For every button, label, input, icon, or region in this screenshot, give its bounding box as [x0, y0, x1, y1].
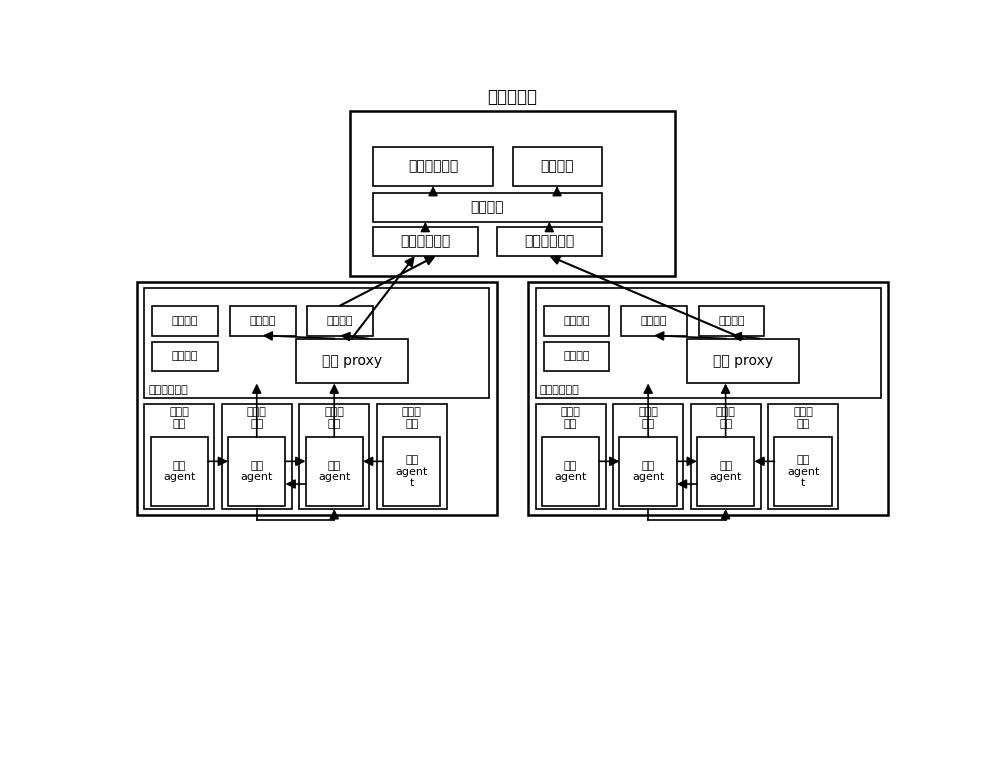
Bar	[619, 437, 677, 506]
Bar	[512, 147, 602, 186]
Text: 自动发现: 自动发现	[563, 315, 590, 326]
Bar	[152, 305, 218, 336]
Text: 监控
agent: 监控 agent	[318, 461, 350, 483]
Bar	[152, 342, 218, 371]
Text: 报警提示: 报警提示	[540, 159, 574, 173]
Bar	[774, 437, 832, 506]
Text: 监控
agent: 监控 agent	[241, 461, 273, 483]
Text: 被动拉取: 被动拉取	[718, 315, 745, 326]
Text: 监控 proxy: 监控 proxy	[713, 354, 773, 368]
Text: 监控代理节点: 监控代理节点	[540, 385, 579, 395]
Text: 主监控
节点: 主监控 节点	[247, 407, 267, 429]
Bar	[222, 404, 292, 509]
Bar	[144, 287, 489, 399]
Text: 监控
agent: 监控 agent	[163, 461, 195, 483]
Bar	[697, 437, 754, 506]
Bar	[544, 305, 609, 336]
Text: 监控信息展示: 监控信息展示	[408, 159, 458, 173]
Bar	[296, 339, 408, 383]
Bar	[497, 227, 602, 256]
Bar	[698, 305, 764, 336]
Bar	[373, 147, 493, 186]
Bar	[613, 404, 683, 509]
Text: 自动发现: 自动发现	[172, 315, 198, 326]
Bar	[228, 437, 285, 506]
Text: 主监控
节点: 主监控 节点	[716, 407, 736, 429]
Bar	[536, 287, 881, 399]
Bar	[373, 193, 602, 222]
Text: 监控
agent: 监控 agent	[554, 461, 587, 483]
Bar	[687, 339, 799, 383]
Bar	[377, 404, 447, 509]
Text: 监控信息汇总: 监控信息汇总	[400, 235, 450, 249]
Text: 主动推送: 主动推送	[249, 315, 276, 326]
Bar	[137, 282, 497, 515]
Text: 子监控
节点: 子监控 节点	[402, 407, 422, 429]
Text: 监控 proxy: 监控 proxy	[322, 354, 382, 368]
Bar	[306, 437, 363, 506]
Bar	[299, 404, 369, 509]
Bar	[528, 282, 888, 515]
Bar	[230, 305, 296, 336]
Text: 监控
agent: 监控 agent	[632, 461, 664, 483]
Text: 分布式集群: 分布式集群	[689, 287, 727, 301]
Bar	[621, 305, 687, 336]
Bar	[691, 404, 761, 509]
Bar	[536, 404, 606, 509]
Text: 节点信息注册: 节点信息注册	[524, 235, 574, 249]
Text: 主监控
节点: 主监控 节点	[638, 407, 658, 429]
Bar	[373, 227, 478, 256]
Text: 事件处理: 事件处理	[563, 351, 590, 361]
Bar	[542, 437, 599, 506]
Text: 中央服务器: 中央服务器	[488, 89, 538, 106]
Text: 监控代理节点: 监控代理节点	[148, 385, 188, 395]
Bar	[307, 305, 373, 336]
Bar	[350, 111, 675, 276]
Text: 子监控
节点: 子监控 节点	[169, 407, 189, 429]
Bar	[383, 437, 440, 506]
Text: 数据存储: 数据存储	[471, 200, 504, 214]
Bar	[544, 342, 609, 371]
Text: 事件处理: 事件处理	[172, 351, 198, 361]
Text: 监控
agent: 监控 agent	[709, 461, 742, 483]
Text: 分布式集群: 分布式集群	[298, 287, 336, 301]
Text: 监控
agent
t: 监控 agent t	[396, 455, 428, 488]
Text: 被动拉取: 被动拉取	[327, 315, 353, 326]
Bar	[144, 404, 214, 509]
Text: 监控
agent
t: 监控 agent t	[787, 455, 819, 488]
Text: 主监控
节点: 主监控 节点	[324, 407, 344, 429]
Bar	[768, 404, 838, 509]
Text: 子监控
节点: 子监控 节点	[793, 407, 813, 429]
Bar	[151, 437, 208, 506]
Text: 主动推送: 主动推送	[641, 315, 667, 326]
Text: 子监控
节点: 子监控 节点	[561, 407, 581, 429]
